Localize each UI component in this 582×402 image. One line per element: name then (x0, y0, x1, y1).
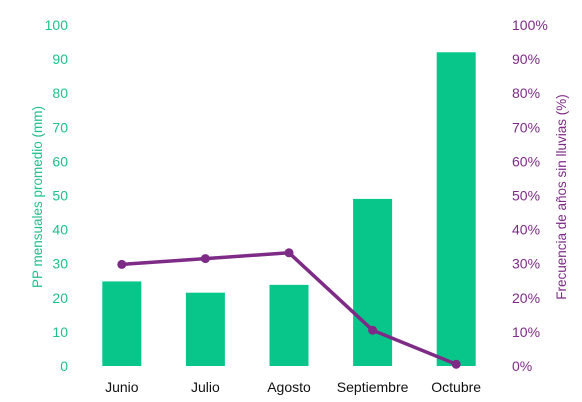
right-axis-ticks: 0% 10% 20% 30% 40% 50% 60% 70% 80% 90% 100% (512, 17, 548, 374)
y-tick-label-left: 100 (45, 17, 69, 33)
y-tick-label-right: 30% (512, 256, 540, 272)
y-tick-label-left: 70 (52, 119, 68, 135)
y-tick-label-left: 90 (52, 51, 68, 67)
left-axis-ticks: 0 10 20 30 40 50 60 70 80 90 100 (45, 17, 69, 374)
y-tick-label-right: 20% (512, 290, 540, 306)
line-point (117, 259, 127, 269)
y-tick-label-left: 80 (52, 85, 68, 101)
line-point (200, 254, 210, 264)
x-tick-label: Agosto (267, 379, 311, 395)
bar (102, 281, 142, 366)
y-tick-label-right: 10% (512, 324, 540, 340)
y-tick-label-left: 0 (60, 358, 68, 374)
y-tick-label-left: 50 (52, 188, 68, 204)
x-axis-ticks: Junio Julio Agosto Septiembre Octubre (105, 379, 481, 395)
line-series (117, 248, 461, 369)
bar (185, 292, 225, 366)
y-tick-label-right: 40% (512, 222, 540, 238)
x-tick-label: Junio (105, 379, 139, 395)
y-tick-label-right: 0% (512, 358, 532, 374)
y-tick-label-left: 40 (52, 222, 68, 238)
line-point (451, 359, 461, 369)
bar (353, 198, 393, 366)
x-tick-label: Septiembre (337, 379, 409, 395)
y-tick-label-right: 80% (512, 85, 540, 101)
x-tick-label: Julio (191, 379, 220, 395)
y-tick-label-right: 60% (512, 153, 540, 169)
y-tick-label-left: 20 (52, 290, 68, 306)
y-tick-label-left: 30 (52, 256, 68, 272)
x-tick-label: Octubre (431, 379, 481, 395)
y-tick-label-right: 90% (512, 51, 540, 67)
bar (436, 52, 476, 366)
y-tick-label-left: 10 (52, 324, 68, 340)
bar-series (102, 52, 476, 366)
y-tick-label-left: 60 (52, 153, 68, 169)
bar (269, 284, 309, 366)
line-point (284, 248, 294, 258)
y-axis-title-right: Frecuencia de años sin lluvias (%) (554, 94, 569, 300)
line-point (368, 325, 378, 335)
y-axis-title-left: PP mensuales promedio (mm) (30, 106, 45, 288)
y-tick-label-right: 50% (512, 188, 540, 204)
y-tick-label-right: 70% (512, 119, 540, 135)
y-tick-label-right: 100% (512, 17, 548, 33)
